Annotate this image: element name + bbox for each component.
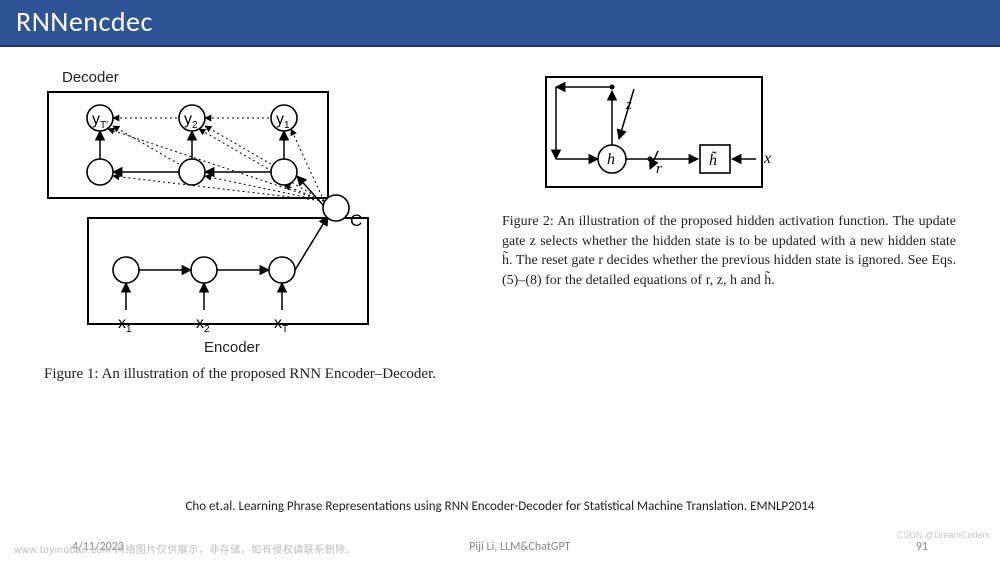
content-area: Decoder yT'y2y1Cx1x2xT Encoder Figure 1:… — [0, 47, 1000, 384]
svg-text:h: h — [607, 151, 615, 168]
svg-text:x1: x1 — [118, 315, 132, 335]
svg-text:h̃: h̃ — [709, 151, 718, 169]
svg-text:r: r — [656, 161, 662, 177]
svg-text:x2: x2 — [196, 315, 210, 335]
encoder-label: Encoder — [204, 339, 474, 356]
decoder-label: Decoder — [62, 69, 474, 86]
svg-text:xT: xT — [274, 315, 288, 335]
footer-page: 91 — [916, 540, 928, 554]
figure-2-caption: Figure 2: An illustration of the propose… — [502, 212, 956, 290]
svg-text:x: x — [763, 150, 771, 167]
svg-text:C: C — [350, 211, 362, 230]
figure-2-column: h h̃ z r x Figure 2: An illustration of the … — [502, 69, 956, 384]
watermark-left: www.toymoban.com 网络图片仅供展示，非存储，如有侵权请联系删除。 — [14, 541, 356, 556]
svg-text:z: z — [625, 97, 632, 113]
title-bar: RNNencdec — [0, 0, 1000, 47]
citation-text: Cho et.al. Learning Phrase Representatio… — [0, 499, 1000, 514]
footer-center: Piji Li, LLM&ChatGPT — [469, 540, 570, 554]
figure-1-column: Decoder yT'y2y1Cx1x2xT Encoder Figure 1:… — [44, 69, 474, 384]
figure-1-diagram: yT'y2y1Cx1x2xT — [44, 88, 384, 338]
slide-title: RNNencdec — [16, 4, 984, 39]
figure-1-caption: Figure 1: An illustration of the propose… — [44, 364, 474, 384]
watermark-right: CSDN @DreamCoders — [897, 530, 990, 540]
figure-2-diagram: h h̃ z r x — [542, 73, 782, 197]
